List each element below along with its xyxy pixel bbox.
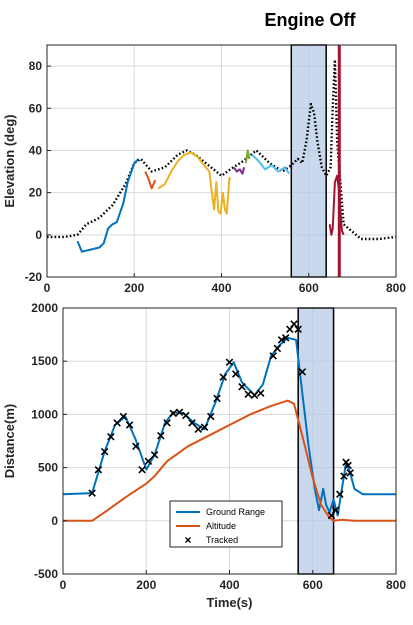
series-0-line (47, 58, 397, 241)
legend-marker (185, 537, 191, 543)
legend: Ground Range Altitude Tracked (169, 500, 283, 548)
tracked-marker (346, 469, 354, 477)
tracked-marker (207, 412, 215, 421)
tracked-marker (250, 391, 259, 400)
y-tick-label: 20 (29, 186, 43, 200)
tracked-marker (125, 421, 134, 429)
tracked-marker (336, 490, 344, 498)
series-7-line (328, 174, 345, 236)
tracked-marker (273, 344, 282, 353)
tracked-marker (163, 419, 171, 427)
series-1-line (76, 158, 140, 253)
y-tick-label: -20 (25, 270, 43, 284)
series-5-line (244, 149, 251, 164)
shaded-region (290, 44, 327, 278)
y-tick-label: 0 (35, 228, 42, 242)
tracked-marker (182, 411, 190, 420)
series-6-line (251, 153, 290, 175)
y-tick-label: 2000 (31, 301, 58, 315)
y-tick-label: -500 (34, 567, 58, 581)
tracked-marker (175, 408, 184, 417)
ground-range-line (62, 336, 396, 517)
tracked-marker (113, 419, 121, 427)
x-tick-label: 800 (386, 578, 406, 592)
legend-label: Altitude (206, 521, 236, 531)
y-tick-label: 500 (38, 461, 58, 475)
tracked-marker (331, 506, 340, 514)
tracked-marker (138, 465, 146, 474)
tracked-marker (231, 370, 240, 378)
y-tick-label: 60 (29, 101, 43, 115)
y-tick-label: 40 (29, 143, 43, 157)
tracked-marker (340, 472, 348, 480)
tracked-marker (188, 419, 196, 427)
tracked-marker (281, 334, 290, 342)
series-2-line (144, 171, 157, 190)
tracked-marker (244, 390, 252, 398)
x-tick-label: 400 (211, 281, 231, 295)
tracked-marker (294, 325, 302, 334)
tracked-marker (269, 352, 277, 360)
legend-label: Tracked (206, 535, 238, 545)
tracked-marker (94, 465, 103, 474)
y-tick-label: 0 (51, 514, 58, 528)
x-tick-label: 600 (303, 578, 323, 592)
tracked-marker (107, 432, 115, 441)
y-tick-label: 1000 (31, 407, 58, 421)
tracked-marker (213, 394, 221, 403)
tracked-marker (132, 442, 140, 451)
tracked-marker (344, 461, 352, 470)
tracked-marker (119, 412, 128, 421)
tracked-marker (225, 358, 234, 367)
tracked-marker (238, 382, 246, 391)
x-tick-label: 200 (136, 578, 156, 592)
tracked-marker (256, 389, 265, 397)
y-axis-label: Distance(m) (2, 404, 17, 478)
series-3-line (157, 151, 232, 215)
tracked-marker (88, 489, 96, 497)
x-tick-label: 600 (299, 281, 319, 295)
tracked-marker (219, 373, 228, 381)
tracked-marker (277, 336, 286, 344)
tracked-marker (194, 425, 203, 434)
tracked-marker (150, 451, 159, 459)
tracked-marker (100, 447, 109, 456)
x-tick-label: 200 (124, 281, 144, 295)
altitude-line (63, 399, 396, 522)
tracked-marker (144, 457, 153, 465)
distance-chart: 0 200 400 600 800-5000500100015002000Distanc… (2, 301, 406, 610)
x-axis-label: Time(s) (207, 595, 253, 610)
series-4-line (232, 166, 246, 175)
x-tick-label: 400 (219, 578, 239, 592)
x-tick-label: 0 (60, 578, 67, 592)
y-tick-label: 1500 (31, 354, 58, 368)
engine-off-annotation: Engine Off (265, 10, 357, 30)
x-tick-label: 800 (386, 281, 406, 295)
tracked-marker (157, 431, 165, 440)
tracked-marker (200, 423, 209, 431)
tracked-marker (286, 325, 294, 334)
tracked-marker (298, 368, 307, 376)
tracked-marker (290, 320, 298, 328)
y-axis-label: Elevation (deg) (2, 114, 17, 207)
legend-label: Ground Range (206, 507, 265, 517)
x-tick-label: 0 (44, 281, 51, 295)
y-tick-label: 80 (29, 59, 43, 73)
tracked-marker (169, 409, 178, 418)
tracked-marker (327, 511, 336, 520)
